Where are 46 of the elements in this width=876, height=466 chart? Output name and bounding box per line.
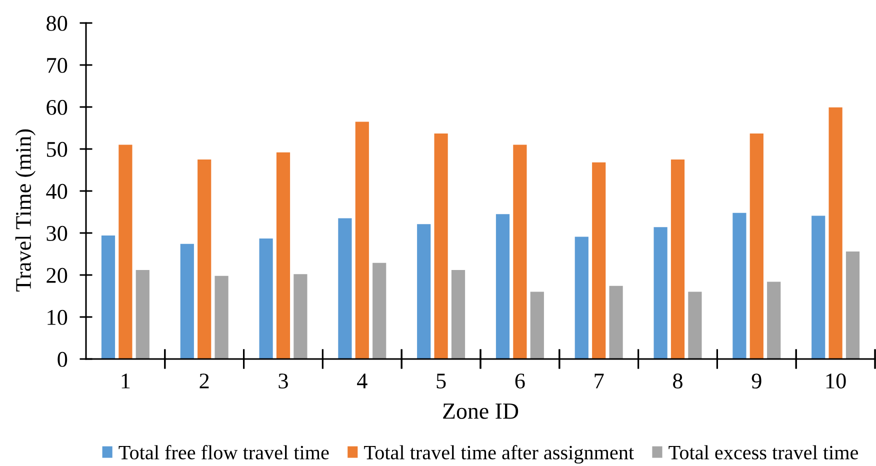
bar (530, 290, 545, 359)
bar (732, 212, 748, 359)
legend-label: Total free flow travel time (118, 445, 329, 460)
y-tick-label: 20 (46, 268, 68, 283)
legend-label: Total excess travel time (668, 445, 858, 460)
bar (100, 234, 116, 359)
bar (512, 144, 528, 359)
x-tick-label: 2 (200, 374, 209, 388)
legend-label: Total travel time after assignment (364, 445, 634, 464)
x-tick-label: 5 (436, 374, 446, 389)
y-axis-title: Travel Time (min) (15, 129, 36, 292)
bar (450, 269, 466, 359)
bar (670, 158, 686, 359)
y-tick-label: 0 (58, 352, 68, 367)
bar (135, 269, 150, 359)
bar (687, 290, 703, 359)
y-tick-label: 40 (46, 184, 68, 199)
bar (416, 223, 432, 359)
y-tick-label: 50 (47, 142, 68, 157)
bar (292, 273, 308, 359)
bar (214, 275, 230, 359)
bar (828, 106, 844, 359)
bar (495, 213, 510, 359)
y-tick-label: 70 (47, 58, 68, 73)
bar (652, 226, 668, 359)
y-tick-label: 30 (46, 226, 68, 241)
bar (845, 250, 860, 359)
bar (258, 238, 274, 359)
bar (608, 285, 624, 359)
y-tick-label: 60 (46, 100, 68, 115)
y-tick-label: 80 (46, 16, 68, 31)
x-tick-label: 3 (278, 374, 288, 389)
x-tick-label: 1 (122, 374, 130, 388)
x-tick-label: 9 (752, 374, 762, 389)
bar (276, 152, 291, 359)
bar (433, 132, 449, 359)
y-tick-label: 10 (48, 310, 68, 325)
bar (337, 217, 353, 359)
x-tick-label: 7 (594, 374, 604, 388)
x-tick-label: 6 (515, 374, 525, 389)
x-tick-label: 10 (826, 374, 846, 389)
bar (810, 214, 826, 359)
x-tick-label: 4 (357, 374, 368, 388)
bar (118, 144, 134, 359)
x-tick-label: 8 (673, 374, 682, 389)
x-axis-title: Zone ID (443, 404, 518, 419)
